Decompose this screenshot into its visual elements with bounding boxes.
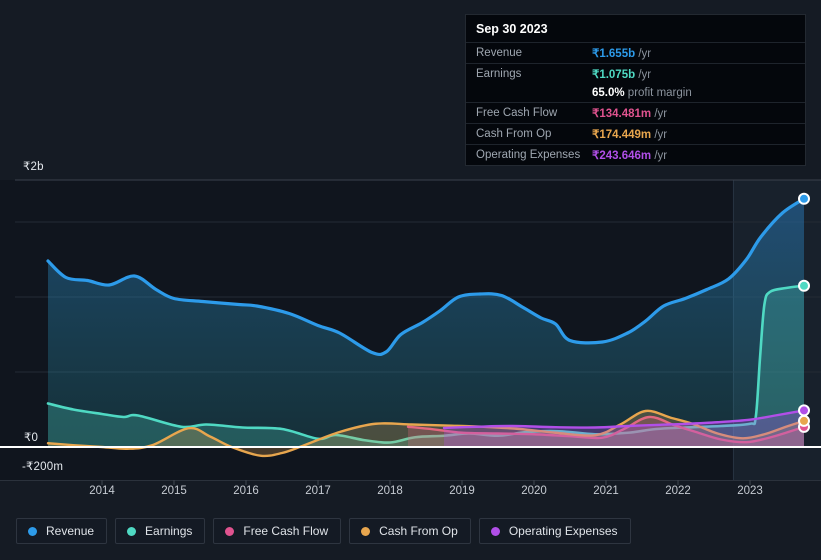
tooltip-row-profit-margin: 65.0% profit margin — [466, 84, 805, 103]
x-axis-label-2016: 2016 — [233, 485, 259, 497]
operating-expenses-dot-icon — [490, 526, 500, 536]
tooltip-label-earnings: Earnings — [476, 68, 522, 80]
tooltip-suffix-cash-from-op: /yr — [651, 129, 668, 141]
legend-item-revenue[interactable]: Revenue — [16, 518, 108, 544]
tooltip-suffix-earnings: /yr — [635, 69, 652, 81]
cash_from_op-area — [48, 410, 804, 456]
revenue-line — [46, 197, 806, 357]
tooltip-value-cash-from-op: ₹174.449m — [592, 129, 652, 141]
earnings-dot-icon — [127, 526, 137, 536]
tooltip-row-cash-from-op: Cash From Op ₹174.449m /yr — [466, 124, 805, 145]
legend-label-free-cash-flow: Free Cash Flow — [243, 524, 329, 538]
tooltip-suffix-operating-expenses: /yr — [651, 150, 668, 162]
x-axis-label-2019: 2019 — [449, 485, 475, 497]
chart-tooltip: Sep 30 2023 Revenue ₹1.655b /yr Earnings… — [465, 14, 806, 166]
legend-item-earnings[interactable]: Earnings — [115, 518, 206, 544]
cash-from-op-dot-icon — [361, 526, 371, 536]
tooltip-label-cash-from-op: Cash From Op — [476, 128, 552, 140]
x-axis-label-2021: 2021 — [593, 485, 619, 497]
tooltip-label-operating-expenses: Operating Expenses — [476, 149, 581, 161]
revenue-end-dot — [798, 192, 810, 205]
y-axis-label-zero: ₹0 — [21, 429, 42, 445]
cash_from_op-line — [46, 409, 806, 458]
tooltip-row-free-cash-flow: Free Cash Flow ₹134.481m /yr — [466, 103, 805, 124]
free_cash_flow-line — [406, 415, 806, 444]
operating_expenses-line — [442, 409, 806, 430]
legend-item-cash-from-op[interactable]: Cash From Op — [349, 518, 471, 544]
x-axis-label-2014: 2014 — [89, 485, 115, 497]
tooltip-suffix-profit-margin: profit margin — [624, 87, 692, 99]
legend-item-free-cash-flow[interactable]: Free Cash Flow — [213, 518, 342, 544]
x-axis-label-2018: 2018 — [377, 485, 403, 497]
x-axis-label-2015: 2015 — [161, 485, 187, 497]
tooltip-suffix-free-cash-flow: /yr — [651, 108, 668, 120]
tooltip-value-earnings: ₹1.075b — [592, 69, 636, 81]
tooltip-row-earnings: Earnings ₹1.075b /yr — [466, 64, 805, 84]
legend-label-revenue: Revenue — [46, 524, 95, 538]
cash_from_op-end-dot — [798, 414, 810, 427]
x-axis-label-2017: 2017 — [305, 485, 331, 497]
legend-item-operating-expenses[interactable]: Operating Expenses — [478, 518, 631, 544]
legend-label-operating-expenses: Operating Expenses — [508, 524, 618, 538]
tooltip-value-revenue: ₹1.655b — [592, 48, 636, 60]
tooltip-row-revenue: Revenue ₹1.655b /yr — [466, 43, 805, 64]
free-cash-flow-dot-icon — [225, 526, 235, 536]
tooltip-suffix-revenue: /yr — [635, 48, 652, 60]
operating_expenses-end-dot — [798, 404, 810, 417]
tooltip-row-operating-expenses: Operating Expenses ₹243.646m /yr — [466, 145, 805, 165]
tooltip-value-profit-margin: 65.0% — [592, 87, 625, 99]
x-axis-label-2023: 2023 — [737, 485, 763, 497]
tooltip-label-free-cash-flow: Free Cash Flow — [476, 107, 558, 119]
legend-label-cash-from-op: Cash From Op — [379, 524, 458, 538]
tooltip-date: Sep 30 2023 — [466, 15, 805, 43]
chart-legend: Revenue Earnings Free Cash Flow Cash Fro… — [16, 518, 631, 544]
revenue-area — [48, 198, 804, 447]
x-axis-label-2022: 2022 — [665, 485, 691, 497]
earnings-area — [48, 285, 804, 447]
tooltip-value-operating-expenses: ₹243.646m — [592, 150, 652, 162]
y-axis-label-top: ₹2b — [23, 161, 44, 173]
legend-label-earnings: Earnings — [145, 524, 193, 538]
x-axis-label-2020: 2020 — [521, 485, 547, 497]
earnings-end-dot — [798, 279, 810, 292]
revenue-dot-icon — [28, 526, 37, 536]
free_cash_flow-area — [408, 416, 804, 447]
operating_expenses-area — [444, 410, 804, 447]
y-axis-label-negative: -₹200m — [22, 461, 64, 473]
tooltip-value-free-cash-flow: ₹134.481m — [592, 108, 652, 120]
tooltip-label-revenue: Revenue — [476, 47, 523, 59]
